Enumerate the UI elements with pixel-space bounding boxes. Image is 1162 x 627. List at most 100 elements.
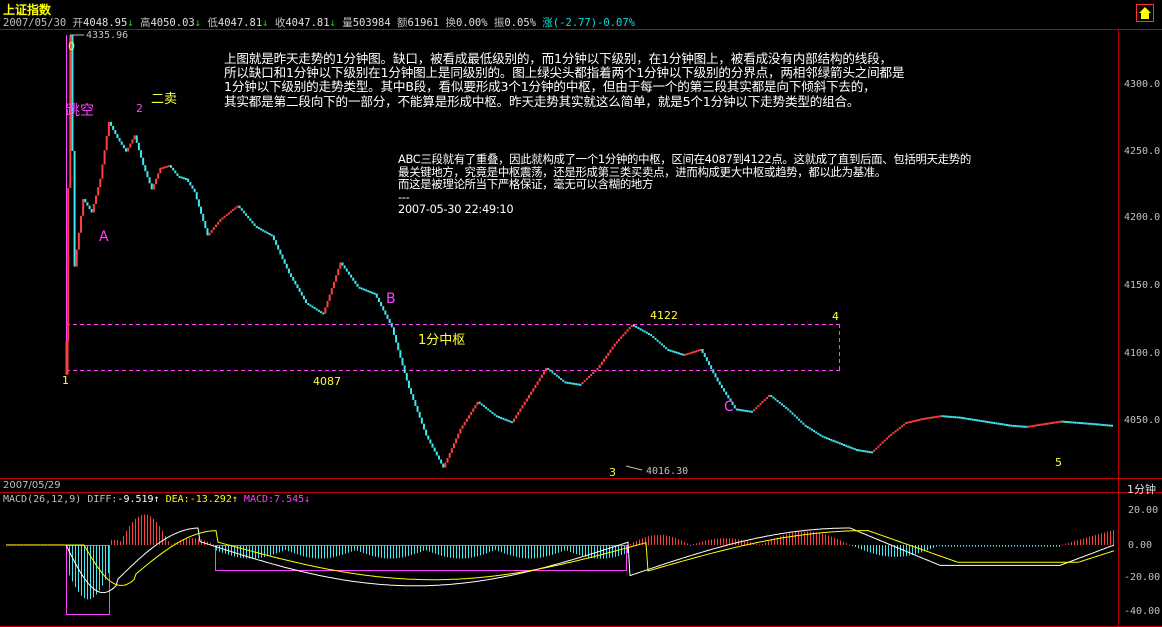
price-bar xyxy=(101,164,104,179)
macd-histogram-bar xyxy=(1107,531,1108,545)
macd-histogram-bar xyxy=(246,545,247,559)
macd-histogram-bar xyxy=(786,534,787,545)
price-bar xyxy=(328,294,331,301)
macd-histogram-bar xyxy=(1032,545,1033,547)
macd-histogram-bar xyxy=(576,545,577,555)
macd-histogram-bar xyxy=(1089,536,1090,545)
macd-histogram-bar xyxy=(846,543,847,545)
price-bar xyxy=(300,291,303,296)
price-bar xyxy=(167,165,170,168)
price-bar xyxy=(907,421,910,424)
macd-histogram-bar xyxy=(231,545,232,556)
price-bar xyxy=(785,406,788,409)
price-bar xyxy=(330,288,333,295)
price-bar xyxy=(427,435,430,440)
y-tick-4050: 4050.0 xyxy=(1124,415,1161,426)
price-bar xyxy=(433,447,436,452)
price-bar xyxy=(125,148,128,152)
macd-histogram-bar xyxy=(114,539,115,545)
price-bar xyxy=(302,295,305,300)
macd-histogram-bar xyxy=(81,545,82,596)
price-bar xyxy=(347,271,350,275)
macd-histogram-bar xyxy=(843,541,844,545)
price-bar xyxy=(345,268,348,272)
price-bar xyxy=(210,230,213,233)
price-bar xyxy=(532,388,535,392)
price-bar xyxy=(665,347,668,350)
price-bar xyxy=(849,446,852,449)
macd-histogram-bar xyxy=(1005,545,1006,547)
macd-histogram-bar xyxy=(423,545,424,551)
macd-histogram-bar xyxy=(120,541,121,545)
price-bar xyxy=(354,280,357,284)
macd-histogram-bar xyxy=(642,538,643,545)
change-label: 涨 xyxy=(542,17,553,29)
price-bar xyxy=(435,451,438,456)
macd-histogram-bar xyxy=(90,545,91,600)
price-bar xyxy=(467,415,470,419)
price-bar xyxy=(787,408,790,411)
diff-value: -9.519 xyxy=(117,494,154,505)
macd-histogram-bar xyxy=(360,545,361,552)
price-bar xyxy=(903,423,906,426)
price-bar xyxy=(311,305,314,308)
macd-histogram-bar xyxy=(1014,545,1015,547)
price-bar xyxy=(292,276,295,281)
price-bar xyxy=(352,277,355,281)
price-bar xyxy=(148,177,151,184)
price-bar xyxy=(176,173,179,176)
price-bar xyxy=(620,336,623,339)
macd-histogram-bar xyxy=(390,545,391,559)
macd-histogram-bar xyxy=(561,545,562,552)
macd-histogram-bar xyxy=(609,545,610,558)
macd-histogram-bar xyxy=(195,538,196,545)
price-bar xyxy=(253,223,256,226)
price-bar xyxy=(362,288,365,291)
macd-histogram-bar xyxy=(99,545,100,591)
price-bar xyxy=(963,417,966,420)
price-bar xyxy=(793,414,796,417)
price-bar xyxy=(1050,422,1053,424)
price-bar xyxy=(935,415,938,418)
price-bar xyxy=(592,371,595,375)
price-bar xyxy=(806,426,809,429)
price-bar xyxy=(993,422,996,424)
macd-histogram-bar xyxy=(153,518,154,545)
price-bar xyxy=(290,273,293,277)
price-bar xyxy=(307,303,310,306)
price-bar xyxy=(1091,423,1094,426)
price-bar xyxy=(425,429,428,436)
price-bar xyxy=(990,421,993,424)
price-bar xyxy=(399,350,402,358)
quote-date: 2007/05/30 xyxy=(3,17,67,29)
price-bar xyxy=(819,434,822,437)
macd-histogram-bar xyxy=(375,545,376,557)
home-icon[interactable] xyxy=(1136,4,1154,22)
price-bar xyxy=(828,438,831,441)
price-bar xyxy=(523,401,526,406)
price-bar xyxy=(67,188,70,341)
price-bar xyxy=(527,394,530,399)
price-bar xyxy=(866,450,869,453)
macd-histogram-bar xyxy=(1050,545,1051,547)
price-bar xyxy=(420,417,423,424)
price-bar xyxy=(189,182,192,186)
price-bar xyxy=(742,409,745,412)
price-bar xyxy=(870,451,873,454)
price-bar xyxy=(705,357,708,362)
price-bar xyxy=(296,284,299,289)
price-bar xyxy=(975,419,978,422)
price-bar xyxy=(821,435,824,438)
macd-histogram-bar xyxy=(1077,540,1078,545)
price-bar xyxy=(971,418,974,421)
period-selector[interactable]: 1分钟 xyxy=(1127,483,1156,496)
macd-histogram-bar xyxy=(798,531,799,545)
macd-histogram-bar xyxy=(624,545,625,555)
macd-histogram-bar xyxy=(330,545,331,558)
price-bar xyxy=(815,431,818,434)
diff-arrow-icon: ↑ xyxy=(153,494,160,505)
macd-histogram-bar xyxy=(954,545,955,547)
low-value: 4047.81 xyxy=(217,17,263,29)
price-bar xyxy=(161,167,164,170)
macd-histogram-bar xyxy=(870,545,871,553)
